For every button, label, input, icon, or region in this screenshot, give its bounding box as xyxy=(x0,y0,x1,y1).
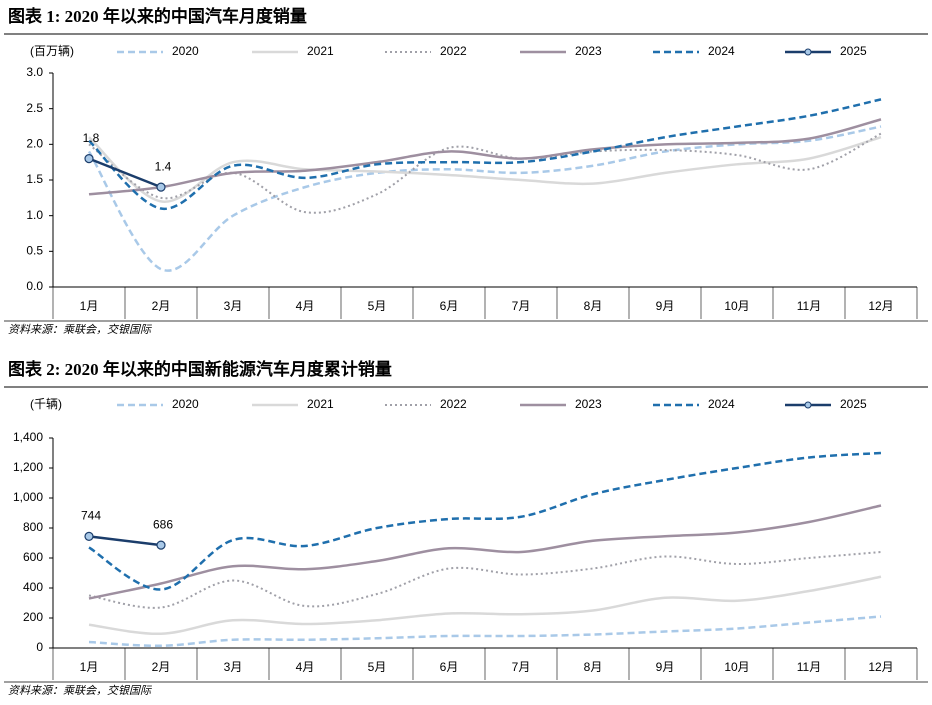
x-tick-label: 11月 xyxy=(797,660,821,674)
series-line xyxy=(87,125,882,272)
legend-label: 2024 xyxy=(708,397,735,411)
y-tick-label: 400 xyxy=(23,580,43,594)
legend-label: 2021 xyxy=(307,44,334,58)
chart: 图表 2: 2020 年以来的中国新能源汽车月度累计销量 (千辆) 2020 2021… xyxy=(4,359,928,697)
x-tick-label: 1月 xyxy=(80,660,99,674)
data-label: 1.8 xyxy=(83,131,100,145)
y-tick-label: 1,200 xyxy=(13,460,43,474)
chart: 图表 1: 2020 年以来的中国汽车月度销量 (百万辆) 2020 2021 2022… xyxy=(4,6,928,336)
source-note: 资料来源：乘联会，交银国际 xyxy=(8,684,152,697)
x-tick-label: 6月 xyxy=(440,299,459,313)
y-tick-label: 0 xyxy=(36,640,43,654)
x-tick-label: 8月 xyxy=(584,299,603,313)
legend-label: 2022 xyxy=(440,44,467,58)
x-tick-label: 9月 xyxy=(656,660,675,674)
series-line xyxy=(88,157,162,189)
series-line xyxy=(88,98,882,210)
legend-label: 2022 xyxy=(440,397,467,411)
series-line xyxy=(88,615,882,648)
point-marker xyxy=(156,540,166,550)
series-line xyxy=(88,132,882,214)
series-line xyxy=(88,118,882,196)
series-line xyxy=(88,136,882,203)
y-tick-label: 2.5 xyxy=(26,101,43,115)
x-tick-label: 12月 xyxy=(868,660,893,674)
legend-marker xyxy=(804,401,812,409)
x-tick-label: 4月 xyxy=(296,660,315,674)
x-tick-label: 1月 xyxy=(80,299,99,313)
legend-label: 2023 xyxy=(575,44,602,58)
x-tick-label: 2月 xyxy=(152,660,171,674)
series-line xyxy=(88,551,882,609)
series-line xyxy=(88,451,882,591)
source-note: 资料来源：乘联会，交银国际 xyxy=(8,323,152,336)
series-line xyxy=(88,535,162,547)
point-marker xyxy=(84,154,94,164)
data-label: 744 xyxy=(81,509,101,523)
x-tick-label: 3月 xyxy=(224,299,243,313)
y-tick-label: 800 xyxy=(23,520,43,534)
legend-label: 2023 xyxy=(575,397,602,411)
y-axis-label: (百万辆) xyxy=(30,44,74,58)
legend-marker xyxy=(804,48,812,56)
y-axis-label: (千辆) xyxy=(30,397,62,411)
x-tick-label: 8月 xyxy=(584,660,603,674)
x-tick-label: 10月 xyxy=(724,660,749,674)
x-tick-label: 11月 xyxy=(797,299,821,313)
y-tick-label: 3.0 xyxy=(26,65,43,79)
y-tick-label: 2.0 xyxy=(26,137,43,151)
data-label: 686 xyxy=(153,517,173,531)
x-tick-label: 7月 xyxy=(512,660,531,674)
point-marker xyxy=(84,531,94,542)
legend-label: 2025 xyxy=(840,44,867,58)
x-tick-label: 5月 xyxy=(368,299,387,313)
x-tick-label: 10月 xyxy=(724,299,749,313)
x-tick-label: 7月 xyxy=(512,299,531,313)
x-tick-label: 5月 xyxy=(368,660,387,674)
legend-label: 2024 xyxy=(708,44,735,58)
x-tick-label: 12月 xyxy=(868,299,893,313)
data-label: 1.4 xyxy=(155,159,172,173)
x-tick-label: 6月 xyxy=(440,660,459,674)
x-tick-label: 2月 xyxy=(152,299,171,313)
point-marker xyxy=(156,182,166,192)
y-tick-label: 0.5 xyxy=(26,244,43,258)
legend-label: 2020 xyxy=(172,397,199,411)
y-tick-label: 200 xyxy=(23,610,43,624)
chart-title: 图表 1: 2020 年以来的中国汽车月度销量 xyxy=(8,6,307,26)
x-tick-label: 9月 xyxy=(656,299,675,313)
x-tick-label: 4月 xyxy=(296,299,315,313)
series-line xyxy=(88,575,882,636)
x-tick-label: 3月 xyxy=(224,660,243,674)
legend-label: 2020 xyxy=(172,44,199,58)
y-tick-label: 1,000 xyxy=(13,490,43,504)
y-tick-label: 1.0 xyxy=(26,208,43,222)
legend-label: 2021 xyxy=(307,397,334,411)
chart-title: 图表 2: 2020 年以来的中国新能源汽车月度累计销量 xyxy=(8,359,392,379)
series-line xyxy=(88,504,882,600)
y-tick-label: 1,400 xyxy=(13,430,43,444)
y-tick-label: 600 xyxy=(23,550,43,564)
legend-label: 2025 xyxy=(840,397,867,411)
y-tick-label: 0.0 xyxy=(26,279,43,293)
y-tick-label: 1.5 xyxy=(26,172,43,186)
